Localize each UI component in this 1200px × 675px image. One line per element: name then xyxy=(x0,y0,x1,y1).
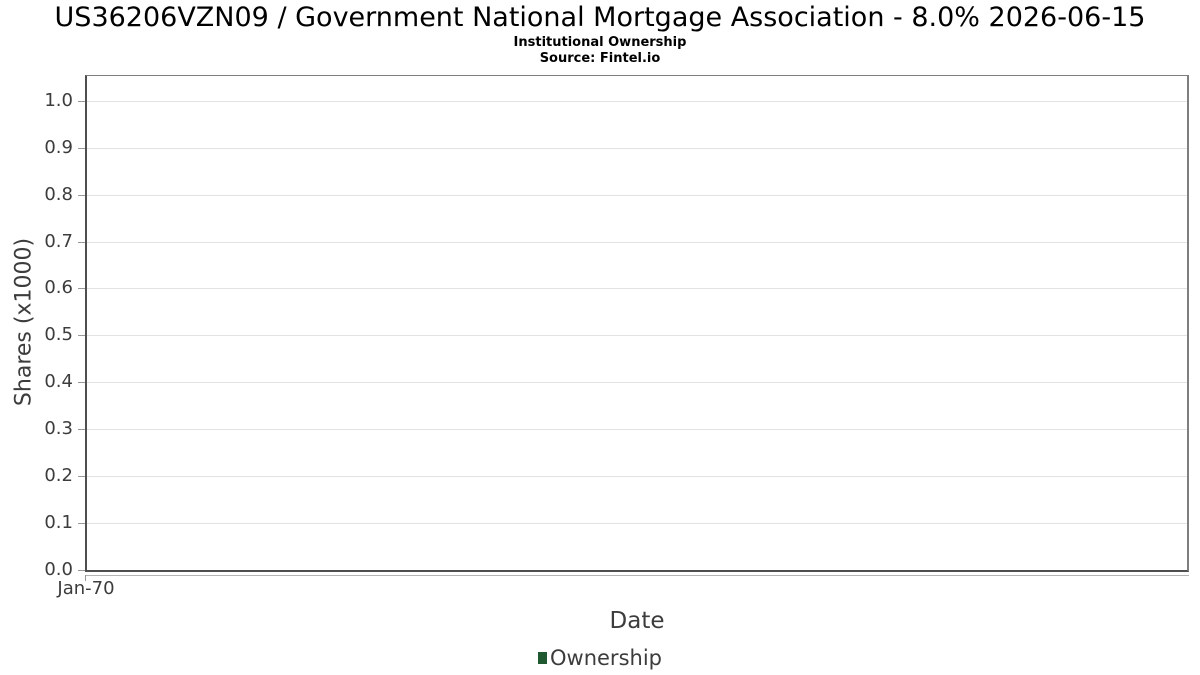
y-gridline xyxy=(87,288,1187,290)
y-axis-tick xyxy=(78,100,85,102)
x-axis-title: Date xyxy=(609,608,665,634)
legend-label: Ownership xyxy=(550,646,662,670)
chart-title: US36206VZN09 / Government National Mortg… xyxy=(54,2,1146,33)
y-tick-label: 0.6 xyxy=(44,277,73,299)
legend-entry-ownership[interactable]: Ownership xyxy=(538,646,662,670)
y-tick-label: 0.1 xyxy=(44,512,73,534)
y-gridline xyxy=(87,147,1187,149)
y-axis-tick xyxy=(78,429,85,431)
y-gridline xyxy=(87,382,1187,384)
y-tick-label: 0.4 xyxy=(44,371,73,393)
y-axis-tick xyxy=(78,335,85,337)
y-gridline xyxy=(87,476,1187,478)
y-tick-label: 1.0 xyxy=(44,89,73,111)
y-gridline xyxy=(87,523,1187,525)
y-gridline xyxy=(87,100,1187,102)
y-tick-label: 0.0 xyxy=(44,559,73,580)
y-axis-tick xyxy=(78,241,85,243)
chart-legend: Ownership xyxy=(0,645,1200,671)
y-gridline xyxy=(87,429,1187,431)
x-tick-label: Jan-70 xyxy=(57,578,115,599)
x-axis-line xyxy=(85,575,1189,576)
y-axis-tick xyxy=(78,523,85,525)
legend-swatch-icon xyxy=(538,652,547,664)
y-gridline xyxy=(87,241,1187,243)
y-tick-label: 0.2 xyxy=(44,465,73,487)
y-axis-tick xyxy=(78,382,85,384)
y-tick-label: 0.7 xyxy=(44,230,73,252)
y-tick-label: 0.5 xyxy=(44,324,73,346)
x-axis-tick xyxy=(85,575,86,581)
y-tick-label: 0.3 xyxy=(44,418,73,440)
y-axis-tick xyxy=(78,288,85,290)
y-axis-tick xyxy=(78,476,85,478)
y-gridline xyxy=(87,194,1187,196)
chart-source-label: Source: Fintel.io xyxy=(539,51,661,66)
plot-area xyxy=(85,75,1189,572)
y-tick-label: 0.9 xyxy=(44,136,73,158)
y-axis-tick xyxy=(78,570,85,571)
chart-subtitle: Institutional Ownership xyxy=(513,35,687,50)
y-axis-tick xyxy=(78,147,85,149)
y-tick-label: 0.8 xyxy=(44,183,73,205)
y-gridline xyxy=(87,335,1187,337)
y-axis-tick xyxy=(78,194,85,196)
